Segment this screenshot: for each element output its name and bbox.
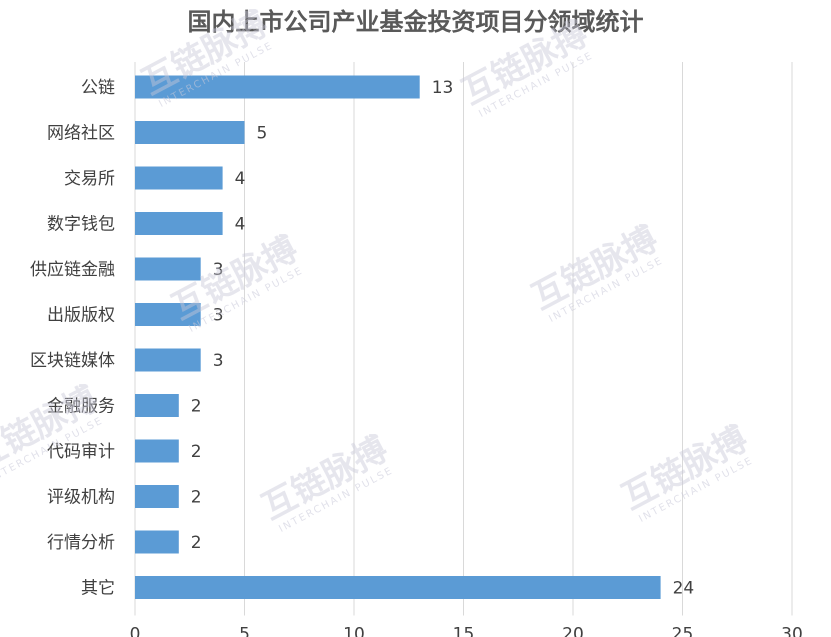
labels: 0 5 10 15 20 25 30 公链 13 网络社区 5 交易所 4 数字钱包 4 供应链金融 3 出版版权… [30, 78, 803, 637]
x-tick-label: 5 [239, 625, 250, 637]
value-label: 4 [235, 169, 246, 189]
value-label: 3 [213, 260, 224, 280]
bar-5 [135, 303, 201, 326]
category-label: 评级机构 [47, 488, 115, 508]
value-label: 5 [257, 124, 268, 144]
value-label: 3 [213, 351, 224, 371]
bar-10 [135, 530, 179, 554]
x-tick-label: 30 [781, 625, 803, 637]
chart-title: 国内上市公司产业基金投资项目分领域统计 [187, 8, 644, 36]
grid-lines [134, 62, 793, 616]
category-label: 区块链媒体 [30, 351, 115, 371]
value-label: 2 [191, 397, 202, 417]
x-tick-label: 0 [130, 625, 141, 637]
bar-8 [135, 439, 179, 463]
category-label: 交易所 [64, 169, 115, 189]
bar-6 [135, 348, 201, 372]
bar-3 [135, 212, 223, 235]
category-label: 其它 [81, 579, 115, 599]
bar-0 [135, 75, 420, 99]
bar-1 [135, 121, 245, 144]
x-tick-label: 20 [562, 625, 584, 637]
category-label: 公链 [81, 78, 115, 98]
bar-4 [135, 257, 201, 281]
category-label: 行情分析 [47, 533, 115, 553]
x-tick-label: 10 [343, 625, 365, 637]
bar-7 [135, 394, 179, 417]
bar-2 [135, 166, 223, 190]
x-tick-label: 15 [453, 625, 475, 637]
value-label: 24 [673, 579, 695, 599]
category-label: 数字钱包 [47, 215, 115, 235]
bar-9 [135, 485, 179, 508]
value-label: 2 [191, 488, 202, 508]
value-label: 4 [235, 215, 246, 235]
x-tick-label: 25 [672, 625, 694, 637]
category-label: 供应链金融 [30, 260, 115, 280]
value-label: 13 [432, 78, 454, 98]
category-label: 出版版权 [47, 306, 115, 326]
value-label: 2 [191, 442, 202, 462]
category-label: 代码审计 [47, 442, 115, 462]
bar-11 [135, 576, 661, 599]
category-label: 网络社区 [47, 124, 115, 144]
category-label: 金融服务 [47, 397, 115, 417]
bars [135, 75, 661, 599]
value-label: 3 [213, 306, 224, 326]
value-label: 2 [191, 533, 202, 553]
